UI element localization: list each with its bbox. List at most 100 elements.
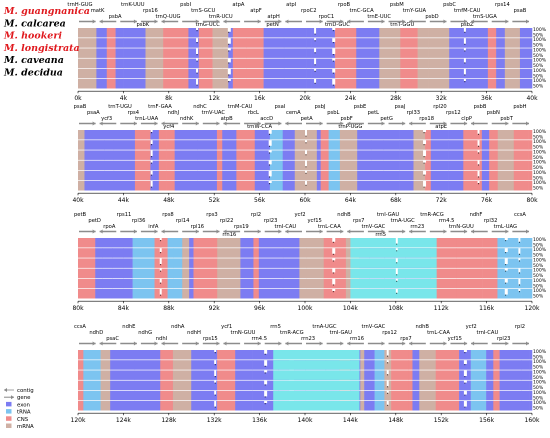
- track-segment: [191, 380, 218, 391]
- track-segment: [158, 160, 167, 171]
- track-segment: [123, 289, 133, 299]
- axis-tick-label: 68k: [390, 197, 402, 204]
- gene-arrow-head: [409, 121, 413, 126]
- percent-label-50: 50%: [533, 395, 544, 401]
- gene-arrow-head: [223, 121, 227, 126]
- axis-tick-label: 40k: [526, 95, 538, 102]
- track-segment: [519, 38, 533, 48]
- track-segment: [463, 181, 483, 191]
- track-segment: [299, 248, 307, 258]
- track-segment: [191, 390, 218, 401]
- track-segment: [428, 68, 450, 79]
- track-segment: [412, 360, 420, 370]
- track-segment: [521, 268, 533, 279]
- percent-label-50: 50%: [533, 186, 544, 192]
- track-segment: [123, 278, 133, 289]
- gene-label: rpl2: [515, 324, 525, 330]
- track-segment: [513, 160, 529, 171]
- track-segment: [430, 238, 457, 248]
- gene-arrow-head: [340, 19, 344, 24]
- species-track: 100%50%: [78, 180, 547, 192]
- track-segment: [134, 150, 151, 160]
- track-segment: [497, 248, 522, 258]
- gene-label: rbcL: [248, 110, 259, 116]
- percent-label-50: 50%: [533, 175, 544, 181]
- track-segment: [263, 28, 285, 38]
- identity-dip: [504, 248, 508, 252]
- track-segment: [470, 401, 487, 411]
- track-segment: [217, 401, 236, 411]
- track-segment: [166, 170, 175, 181]
- track-segment: [408, 401, 413, 411]
- track-segment: [417, 79, 429, 89]
- track-segment: [113, 181, 136, 191]
- track-segment: [316, 160, 321, 171]
- gene-arrow-head: [223, 19, 227, 24]
- track-segment: [360, 370, 365, 380]
- gene-label: ndhF: [470, 212, 483, 218]
- track-segment: [217, 268, 241, 279]
- track-segment: [282, 289, 300, 299]
- gene-arrow-head: [278, 229, 282, 234]
- track-segment: [435, 360, 460, 370]
- gene-label: trnH-GUG: [67, 2, 92, 8]
- track-segment: [269, 140, 284, 150]
- track-segment: [356, 28, 380, 38]
- percent-label-100: 100%: [533, 369, 547, 375]
- track-segment: [430, 268, 457, 279]
- track-segment: [150, 181, 160, 191]
- gene-arrow-head: [471, 19, 475, 24]
- identity-dip: [518, 258, 521, 261]
- track-segment: [493, 350, 500, 360]
- track-segment: [78, 130, 85, 140]
- track-segment: [104, 140, 115, 150]
- track-segment: [222, 48, 229, 58]
- track-segment: [191, 370, 218, 380]
- track-segment: [519, 68, 533, 79]
- track-segment: [78, 248, 96, 258]
- gene-label: trnN-GUU: [449, 224, 474, 230]
- track-segment: [269, 150, 284, 160]
- track-segment: [258, 278, 284, 289]
- track-segment: [193, 248, 218, 258]
- gene-arrow-head: [216, 19, 220, 24]
- identity-dip: [477, 140, 480, 146]
- track-segment: [306, 258, 325, 268]
- track-segment: [217, 238, 241, 248]
- track-segment: [400, 28, 418, 38]
- track-segment: [123, 38, 146, 48]
- identity-dip: [305, 170, 307, 173]
- gene-arrow-head: [195, 19, 199, 24]
- identity-dip: [518, 238, 521, 242]
- species-track: 100%50%: [78, 27, 547, 39]
- axis-tick-label: 100k: [298, 305, 313, 312]
- track-segment: [217, 258, 241, 268]
- gene-label: ycf15: [448, 336, 462, 342]
- track-segment: [173, 278, 183, 289]
- track-segment: [504, 58, 521, 69]
- track-segment: [282, 170, 296, 181]
- track-segment: [463, 170, 483, 181]
- track-segment: [132, 278, 155, 289]
- track-segment: [316, 181, 321, 191]
- rrna-region: [273, 370, 360, 380]
- track-segment: [356, 48, 380, 58]
- identity-dip: [159, 248, 162, 252]
- track-segment: [334, 48, 357, 58]
- percent-label-100: 100%: [533, 78, 547, 84]
- species-track: 100%50%: [78, 278, 547, 289]
- identity-dip: [268, 130, 272, 134]
- identity-dip: [332, 258, 336, 261]
- identity-dip: [332, 58, 336, 61]
- gene-label: trnA-UGC: [312, 324, 336, 330]
- identity-dip: [332, 79, 336, 85]
- track-segment: [150, 160, 160, 171]
- identity-dip: [332, 68, 336, 73]
- track-segment: [150, 170, 160, 181]
- track-segment: [529, 360, 533, 370]
- track-segment: [96, 68, 108, 79]
- track-segment: [383, 150, 400, 160]
- track-segment: [482, 278, 498, 289]
- axis-tick-label: 36k: [481, 95, 493, 102]
- percent-label-50: 50%: [533, 165, 544, 171]
